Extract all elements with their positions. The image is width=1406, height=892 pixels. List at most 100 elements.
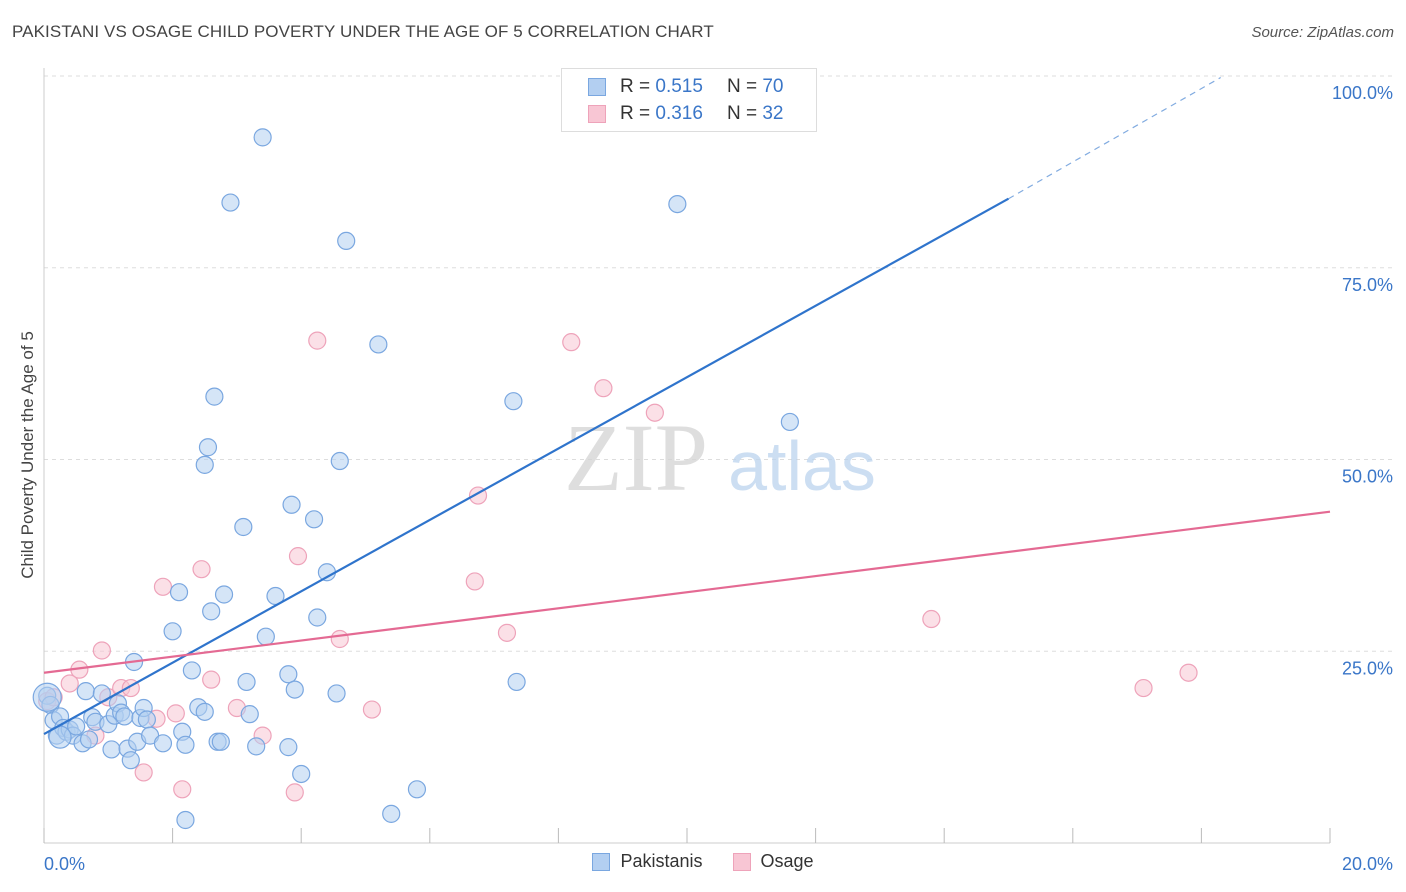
correlation-legend: R = 0.515 N = 70 R = 0.316 N = 32 bbox=[561, 68, 817, 132]
grid-lines bbox=[43, 68, 1392, 844]
pakistani-point-47 bbox=[234, 517, 253, 537]
pakistani-point-23 bbox=[121, 751, 140, 770]
osage-point-13 bbox=[173, 780, 192, 799]
osage-point-24 bbox=[465, 572, 484, 591]
pakistani-point-70 bbox=[668, 194, 687, 214]
pakistani-point-11 bbox=[76, 682, 95, 701]
osage-legend-label: Osage bbox=[760, 851, 814, 871]
osage-point-25 bbox=[497, 623, 517, 642]
osage-point-21 bbox=[330, 629, 349, 649]
pakistani-point-50 bbox=[247, 737, 266, 756]
x-tick-label-max: 20.0% bbox=[1342, 854, 1393, 874]
pakistani-point-62 bbox=[327, 684, 346, 703]
pakistani-point-51 bbox=[253, 128, 272, 147]
pakistani-point-45 bbox=[214, 585, 234, 604]
pakistani-point-48 bbox=[237, 672, 256, 692]
pakistani-point-41 bbox=[202, 602, 221, 621]
legend-row-osage: R = 0.316 N = 32 bbox=[588, 102, 783, 126]
pakistani-point-65 bbox=[369, 335, 388, 354]
osage-point-14 bbox=[192, 560, 211, 579]
osage-point-28 bbox=[645, 403, 664, 422]
watermark-zip: ZIP bbox=[564, 404, 708, 511]
pakistani-cluster-large bbox=[32, 682, 62, 712]
pakistani-trend-extension bbox=[1008, 77, 1221, 200]
osage-r-value: 0.316 bbox=[655, 103, 703, 124]
pakistani-trend-line bbox=[43, 197, 1010, 736]
pakistani-point-52 bbox=[256, 627, 275, 646]
pakistani-point-60 bbox=[308, 608, 327, 627]
pakistani-point-39 bbox=[195, 455, 214, 474]
osage-point-19 bbox=[288, 547, 308, 566]
osage-r-label: R = bbox=[620, 103, 651, 124]
osage-point-22 bbox=[362, 700, 382, 719]
pakistani-point-31 bbox=[163, 622, 182, 641]
pakistani-point-35 bbox=[182, 661, 201, 680]
pakistani-point-59 bbox=[304, 510, 324, 529]
pakistani-point-34 bbox=[176, 735, 195, 754]
source-credit: Source: ZipAtlas.com bbox=[1251, 24, 1394, 41]
pakistani-point-46 bbox=[221, 193, 240, 212]
osage-point-31 bbox=[1179, 663, 1198, 682]
pakistani-point-58 bbox=[292, 764, 311, 784]
osage-point-15 bbox=[202, 670, 221, 689]
osage-swatch bbox=[588, 105, 606, 123]
pakistani-r-value: 0.515 bbox=[655, 76, 703, 97]
legend-item-pakistanis[interactable]: Pakistanis bbox=[592, 851, 703, 872]
osage-point-20 bbox=[308, 331, 327, 350]
pakistani-r-label: R = bbox=[620, 76, 651, 97]
osage-point-27 bbox=[594, 379, 613, 398]
watermark-atlas: atlas bbox=[728, 427, 876, 505]
pakistani-point-12 bbox=[79, 730, 99, 749]
pakistani-point-71 bbox=[780, 412, 799, 432]
pakistani-point-17 bbox=[102, 740, 121, 759]
pakistani-point-63 bbox=[330, 451, 349, 471]
pakistani-point-30 bbox=[153, 734, 173, 753]
x-tick-label-min: 0.0% bbox=[44, 854, 85, 874]
osage-point-2 bbox=[60, 674, 79, 693]
osage-point-30 bbox=[1134, 678, 1153, 698]
pakistani-point-42 bbox=[205, 387, 224, 406]
pakistani-point-54 bbox=[279, 738, 298, 757]
chart-title: PAKISTANI VS OSAGE CHILD POVERTY UNDER T… bbox=[12, 22, 714, 41]
series-legend: Pakistanis Osage bbox=[0, 851, 1406, 872]
pakistani-point-40 bbox=[198, 438, 218, 457]
legend-item-osage[interactable]: Osage bbox=[732, 851, 814, 872]
y-tick-label-50: 50.0% bbox=[1342, 467, 1393, 487]
trend-lines bbox=[43, 77, 1331, 736]
osage-point-11 bbox=[153, 577, 173, 596]
pakistani-point-56 bbox=[282, 495, 301, 514]
pakistani-point-57 bbox=[285, 680, 304, 699]
pakistani-point-67 bbox=[407, 780, 427, 799]
pakistani-point-28 bbox=[137, 710, 156, 729]
legend-row-pakistani: R = 0.515 N = 70 bbox=[588, 75, 783, 99]
osage-n-label: N = bbox=[726, 103, 758, 124]
pakistani-point-9 bbox=[67, 717, 86, 736]
osage-n-value: 32 bbox=[762, 103, 784, 124]
pakistani-point-38 bbox=[195, 702, 214, 721]
osage-point-26 bbox=[562, 333, 581, 352]
osage-point-12 bbox=[166, 704, 185, 723]
pakistani-n-value: 70 bbox=[762, 76, 784, 97]
osage-point-5 bbox=[92, 641, 111, 660]
pakistani-point-69 bbox=[507, 672, 526, 692]
y-tick-label-100: 100.0% bbox=[1332, 83, 1393, 103]
pakistani-point-44 bbox=[211, 732, 230, 751]
x-axis-ticks bbox=[43, 828, 1331, 843]
pakistani-point-55 bbox=[279, 665, 298, 684]
osage-legend-swatch bbox=[732, 852, 751, 871]
y-tick-label-75: 75.0% bbox=[1342, 275, 1393, 295]
osage-point-9 bbox=[134, 763, 153, 782]
pakistanis-legend-swatch bbox=[592, 852, 611, 871]
pakistani-point-21 bbox=[115, 707, 134, 726]
osage-trend-line bbox=[43, 510, 1331, 674]
pakistani-point-64 bbox=[337, 231, 356, 251]
y-tick-labels: 25.0% 50.0% 75.0% 100.0% bbox=[1332, 83, 1393, 678]
pakistani-point-36 bbox=[176, 810, 195, 830]
pakistani-point-68 bbox=[504, 392, 523, 411]
osage-point-18 bbox=[285, 783, 304, 802]
y-tick-label-25: 25.0% bbox=[1342, 658, 1393, 678]
pakistani-point-49 bbox=[240, 705, 259, 724]
pakistani-point-66 bbox=[382, 804, 401, 823]
pakistani-n-label: N = bbox=[726, 76, 758, 97]
